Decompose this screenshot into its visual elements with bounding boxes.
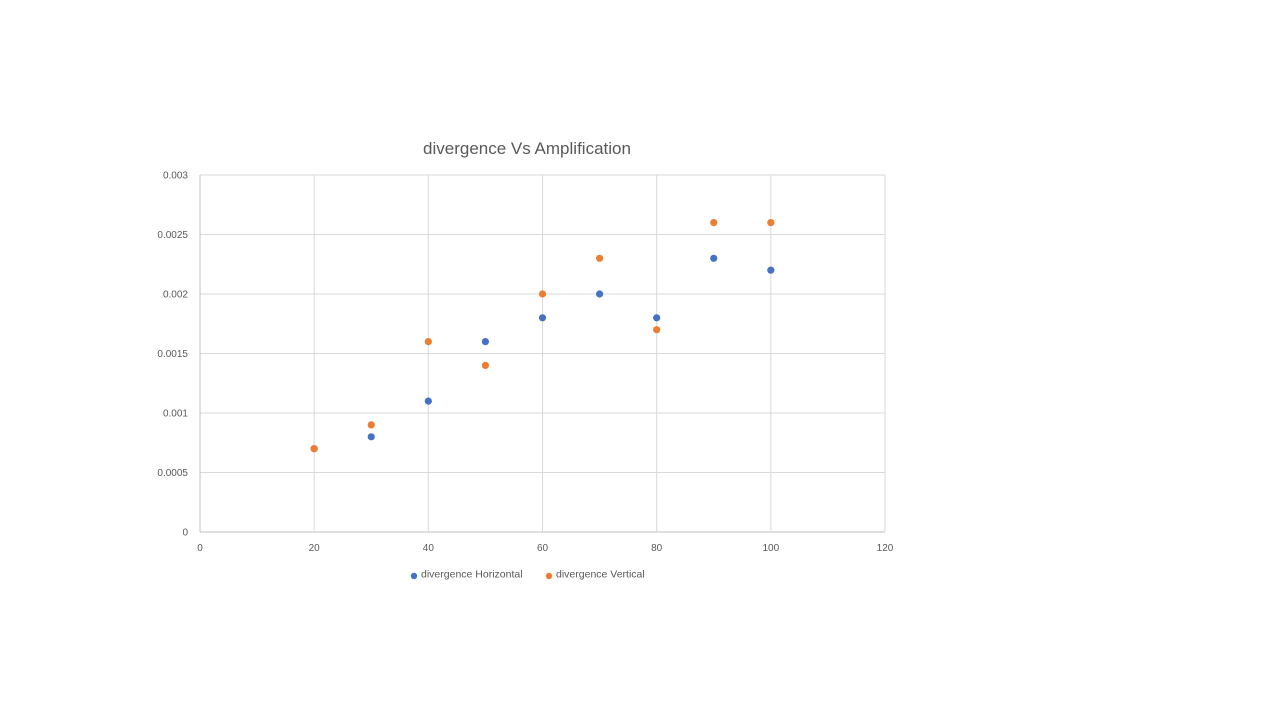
y-tick-label: 0.0015 (157, 349, 188, 360)
series-vertical (310, 219, 775, 453)
y-tick-label: 0.0005 (157, 468, 188, 479)
legend-marker (410, 572, 418, 580)
data-point (767, 266, 775, 274)
data-point (367, 433, 375, 441)
data-point (653, 326, 661, 334)
data-point (424, 397, 432, 405)
x-tick-label: 40 (423, 543, 435, 554)
legend-marker (545, 572, 553, 580)
x-tick-label: 100 (762, 543, 779, 554)
data-point (481, 361, 490, 369)
y-tick-label: 0.0025 (157, 230, 188, 241)
chart-title: divergence Vs Amplification (423, 139, 631, 158)
legend-label: divergence Vertical (556, 569, 645, 581)
data-point (367, 421, 375, 429)
data-point (595, 254, 604, 262)
points-layer (310, 219, 775, 453)
data-point (538, 290, 547, 298)
data-point (710, 254, 718, 262)
grid-layer (199, 174, 886, 533)
data-point (653, 314, 661, 322)
legend: divergence Horizontal divergence Vertical (410, 569, 645, 581)
x-tick-label: 80 (651, 543, 663, 554)
data-point (538, 314, 547, 322)
x-tick-label: 60 (537, 543, 549, 554)
x-tick-label: 0 (197, 543, 203, 554)
data-point (424, 338, 432, 346)
legend-label: divergence Horizontal (421, 569, 523, 581)
y-tick-label: 0.003 (163, 171, 188, 182)
data-point (481, 338, 490, 346)
data-point (595, 290, 604, 298)
x-tick-label: 120 (877, 543, 894, 554)
y-tick-label: 0 (182, 528, 188, 539)
data-point (767, 219, 775, 227)
y-tick-label: 0.001 (163, 409, 188, 420)
series-horizontal (310, 254, 775, 453)
y-tick-label: 0.002 (163, 290, 188, 301)
x-tick-label: 20 (309, 543, 321, 554)
axis-layer: 0 0.0005 0.001 0.0015 0.002 0.0025 0.003 0 20 40 6… (157, 171, 893, 555)
data-point (710, 219, 718, 227)
data-point (310, 445, 318, 453)
